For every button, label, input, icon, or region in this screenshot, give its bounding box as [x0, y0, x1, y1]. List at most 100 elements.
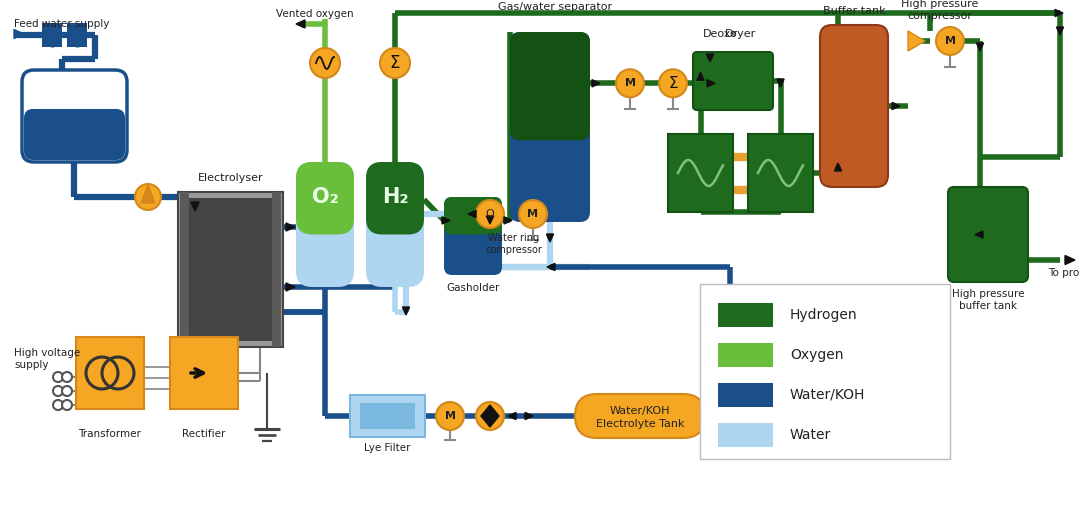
- Circle shape: [107, 370, 113, 376]
- Text: High pressure: High pressure: [951, 289, 1024, 299]
- Text: Buffer tank: Buffer tank: [823, 6, 886, 16]
- Text: Transformer: Transformer: [79, 429, 141, 439]
- Bar: [718, 383, 773, 407]
- FancyBboxPatch shape: [693, 52, 773, 110]
- FancyBboxPatch shape: [366, 162, 424, 287]
- Text: Water: Water: [789, 428, 832, 442]
- Bar: [718, 303, 773, 327]
- Text: Water/KOH: Water/KOH: [610, 406, 671, 416]
- Bar: [76, 337, 144, 409]
- Bar: [180, 192, 189, 347]
- Bar: [272, 192, 281, 347]
- Circle shape: [616, 69, 644, 97]
- FancyBboxPatch shape: [575, 394, 705, 438]
- Polygon shape: [525, 412, 534, 420]
- Text: Oxygen: Oxygen: [789, 348, 843, 362]
- Polygon shape: [286, 223, 295, 231]
- Circle shape: [436, 402, 464, 430]
- Polygon shape: [707, 80, 715, 87]
- Text: Gas/water separator: Gas/water separator: [498, 2, 612, 12]
- Text: M: M: [624, 78, 635, 88]
- Polygon shape: [481, 405, 499, 427]
- Text: Σ: Σ: [669, 76, 678, 91]
- Text: Water/KOH: Water/KOH: [789, 388, 865, 402]
- Text: buffer tank: buffer tank: [959, 301, 1017, 311]
- Text: Dryer: Dryer: [725, 29, 756, 39]
- Polygon shape: [835, 163, 841, 171]
- Circle shape: [135, 184, 161, 210]
- Text: H₂: H₂: [381, 187, 408, 207]
- Polygon shape: [296, 20, 305, 28]
- Text: Rectifier: Rectifier: [183, 429, 226, 439]
- Bar: [42, 23, 62, 47]
- Polygon shape: [908, 31, 924, 51]
- Text: M: M: [945, 36, 956, 46]
- Circle shape: [476, 200, 504, 228]
- FancyBboxPatch shape: [820, 25, 888, 187]
- Polygon shape: [1055, 10, 1063, 17]
- Text: O₂: O₂: [312, 187, 338, 207]
- Polygon shape: [706, 54, 714, 62]
- FancyBboxPatch shape: [296, 162, 354, 287]
- Text: High pressure
compressor: High pressure compressor: [902, 0, 978, 21]
- Polygon shape: [697, 73, 704, 80]
- Circle shape: [659, 69, 687, 97]
- Bar: [170, 337, 238, 409]
- FancyBboxPatch shape: [296, 162, 354, 235]
- Polygon shape: [14, 29, 24, 39]
- Polygon shape: [777, 79, 784, 87]
- Circle shape: [62, 386, 72, 396]
- Polygon shape: [975, 231, 983, 238]
- Circle shape: [519, 200, 546, 228]
- Polygon shape: [508, 412, 516, 420]
- Bar: [718, 423, 773, 447]
- Text: Gasholder: Gasholder: [446, 283, 500, 293]
- FancyBboxPatch shape: [510, 32, 590, 222]
- Circle shape: [380, 48, 410, 78]
- Circle shape: [53, 400, 63, 410]
- Polygon shape: [592, 80, 600, 87]
- Polygon shape: [403, 307, 409, 315]
- Text: To process: To process: [1048, 268, 1080, 278]
- FancyBboxPatch shape: [510, 32, 590, 140]
- Bar: [178, 192, 283, 347]
- Polygon shape: [286, 283, 295, 291]
- Polygon shape: [892, 102, 900, 110]
- Text: Feed water supply: Feed water supply: [14, 19, 109, 29]
- Polygon shape: [1065, 256, 1075, 265]
- FancyBboxPatch shape: [366, 162, 424, 235]
- Circle shape: [476, 402, 504, 430]
- Polygon shape: [1056, 27, 1064, 35]
- Circle shape: [53, 386, 63, 396]
- Polygon shape: [486, 216, 494, 224]
- FancyBboxPatch shape: [444, 197, 502, 234]
- Bar: [669, 134, 733, 212]
- Circle shape: [62, 400, 72, 410]
- Bar: [360, 403, 415, 429]
- FancyBboxPatch shape: [948, 187, 1028, 282]
- Circle shape: [936, 27, 964, 55]
- Text: Electrolyser: Electrolyser: [198, 173, 264, 183]
- Polygon shape: [442, 217, 450, 224]
- Bar: [67, 23, 87, 47]
- Polygon shape: [504, 217, 512, 224]
- Text: Lye Filter: Lye Filter: [364, 443, 410, 453]
- Text: M: M: [527, 209, 539, 219]
- Text: Σ: Σ: [390, 54, 401, 72]
- Bar: [350, 395, 426, 437]
- Bar: [187, 198, 274, 341]
- Text: Deoxo: Deoxo: [703, 29, 738, 39]
- Circle shape: [310, 48, 340, 78]
- Text: O: O: [486, 209, 495, 219]
- Polygon shape: [976, 43, 984, 51]
- Text: Vented oxygen: Vented oxygen: [276, 9, 354, 19]
- FancyBboxPatch shape: [24, 109, 125, 160]
- Text: Water ring
compressor: Water ring compressor: [486, 233, 542, 255]
- FancyBboxPatch shape: [22, 70, 127, 162]
- Polygon shape: [141, 185, 156, 203]
- Bar: [748, 134, 813, 212]
- Text: High voltage
supply: High voltage supply: [14, 348, 80, 370]
- Bar: [700, 284, 950, 459]
- Circle shape: [53, 372, 63, 382]
- Polygon shape: [468, 210, 476, 218]
